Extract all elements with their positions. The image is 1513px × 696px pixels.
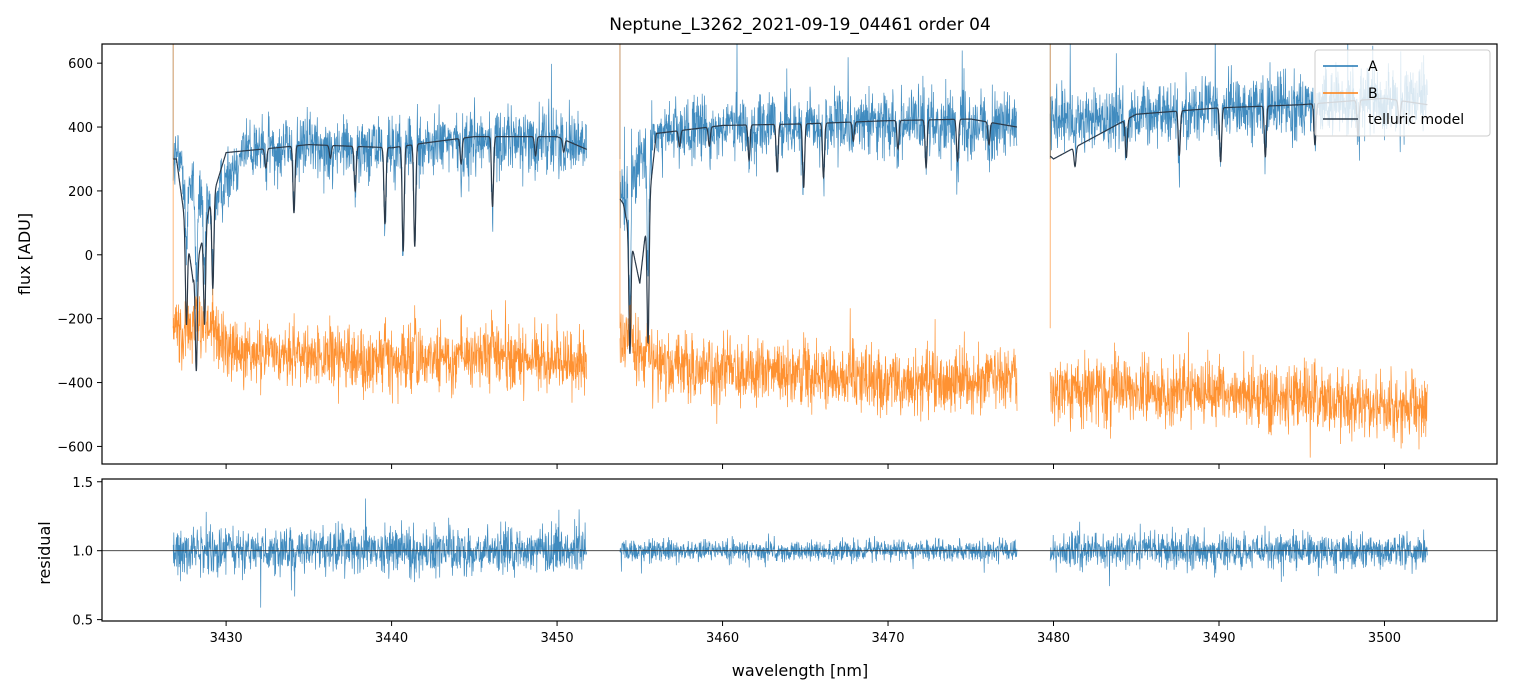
telluric-model-segment-1 [619,118,1017,354]
chart-title: Neptune_L3262_2021-09-19_04461 order 04 [609,15,991,35]
legend-label-telluric: telluric model [1368,112,1464,128]
series-b-segment-2 [1049,332,1428,458]
residual-y-tick-label: 1.0 [72,545,93,560]
residual-x-tick-label: 3450 [541,631,574,646]
flux-panel-frame [101,43,1498,465]
series-a-segment-0 [172,63,587,307]
residual-x-ticks: 3430 3440 3450 3460 3470 3480 3490 3500 [210,621,1401,646]
residual-x-tick-label: 3480 [1037,631,1070,646]
flux-y-tick-label: −200 [57,313,93,328]
residual-x-tick-label: 3500 [1368,631,1401,646]
flux-panel: −600 −400 −200 0 200 400 600 flux [ADU] A B te… [15,43,1498,469]
x-axis-label: wavelength [nm] [732,661,869,680]
flux-y-axis-label: flux [ADU] [15,213,34,295]
residual-plot-area [102,498,1497,608]
flux-y-tick-label: 200 [68,185,93,200]
residual-panel-frame [101,478,1498,622]
series-b-segment-1 [619,295,1018,424]
residual-x-tick-label: 3490 [1202,631,1235,646]
telluric-model-segment-0 [173,136,587,372]
legend-label-b: B [1368,86,1378,102]
flux-y-tick-label: −400 [57,377,93,392]
series-b-segment-0 [172,280,587,405]
flux-y-tick-label: 400 [68,121,93,136]
residual-y-tick-label: 1.5 [72,476,93,491]
flux-plot-area [172,44,1428,458]
residual-x-tick-label: 3460 [706,631,739,646]
legend: A B telluric model [1314,49,1491,137]
residual-segment-0 [172,498,587,608]
residual-segment-2 [1049,521,1428,587]
residual-y-axis-label: residual [35,521,54,584]
residual-y-ticks: 0.5 1.0 1.5 [72,476,102,629]
series-a-segment-1 [619,44,1018,316]
residual-segment-1 [619,533,1018,574]
legend-label-a: A [1368,59,1378,75]
residual-x-tick-label: 3430 [210,631,243,646]
flux-y-ticks: −600 −400 −200 0 200 400 600 [57,57,102,455]
residual-x-tick-label: 3470 [871,631,904,646]
residual-y-tick-label: 0.5 [72,614,93,629]
flux-x-ticks [225,464,1385,469]
residual-panel: 0.5 1.0 1.5 3430 3440 3450 3460 3470 3480 3490 35… [35,476,1498,680]
flux-y-tick-label: 600 [68,57,93,72]
residual-x-tick-label: 3440 [375,631,408,646]
legend-box [1314,49,1491,137]
flux-y-tick-label: −600 [57,440,93,455]
flux-y-tick-label: 0 [85,249,93,264]
